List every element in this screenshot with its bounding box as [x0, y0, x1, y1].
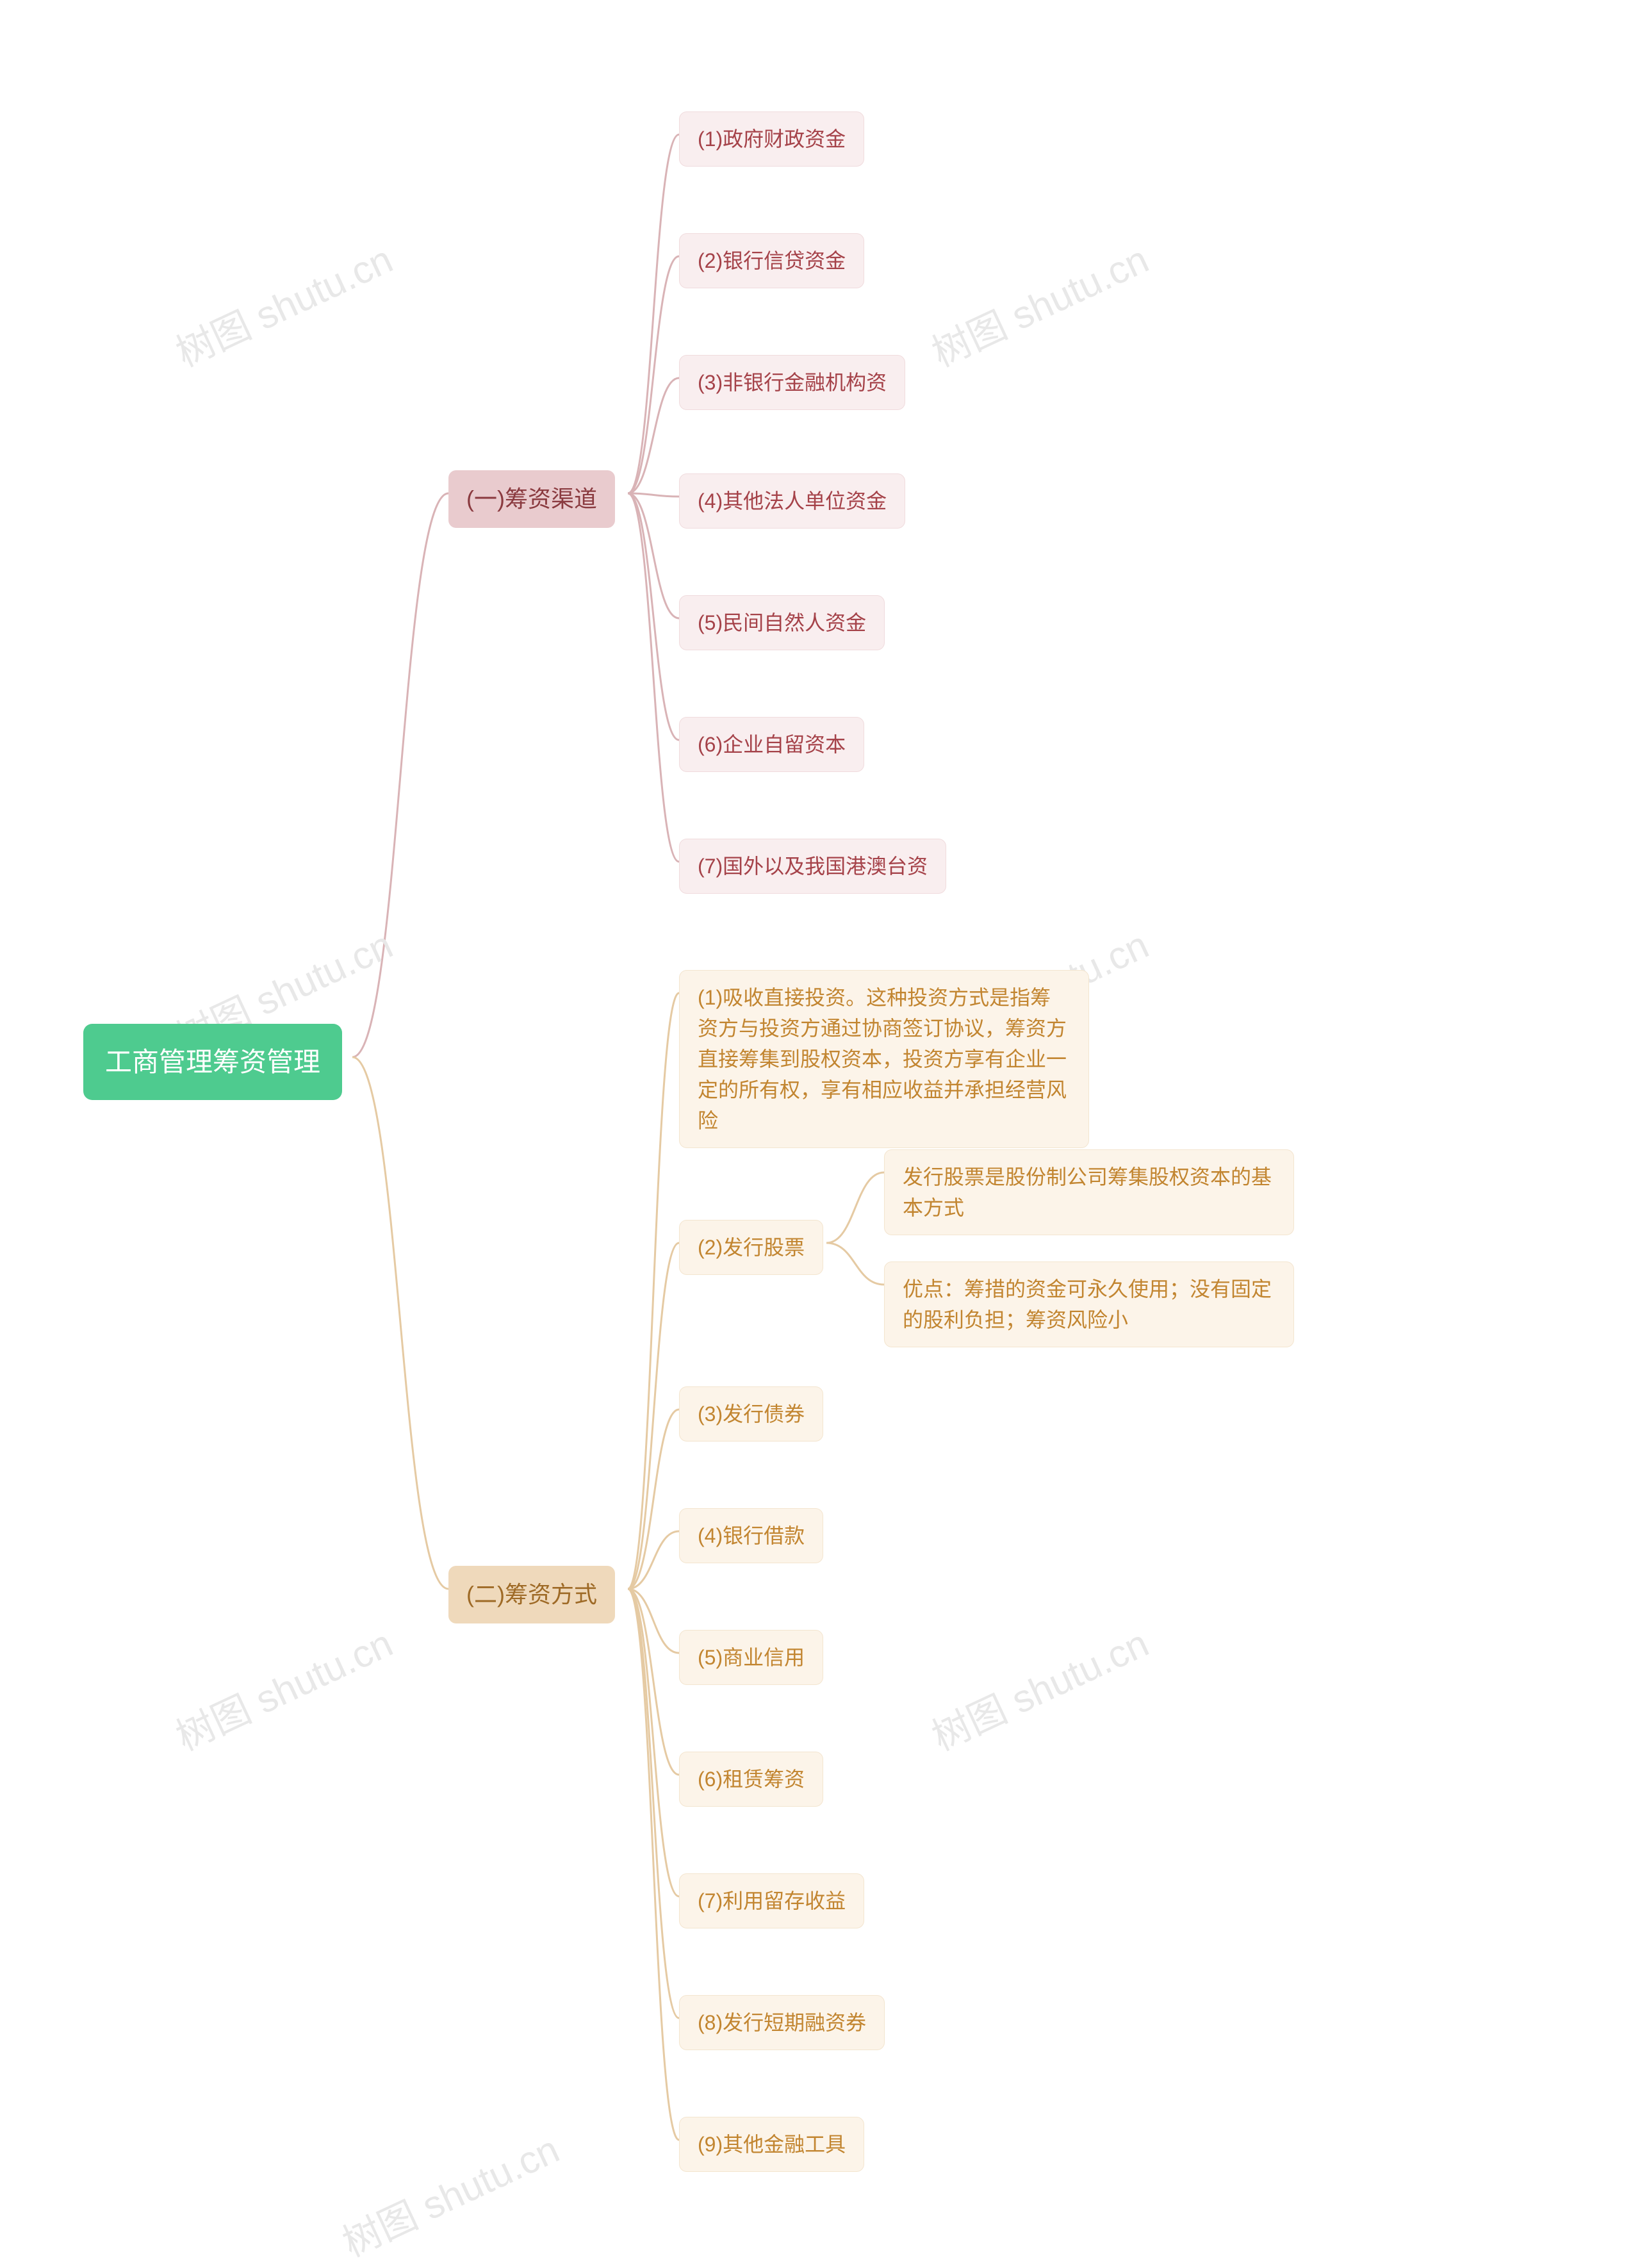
- leaf-methods-1-1[interactable]: 优点：筹措的资金可永久使用；没有固定的股利负担；筹资风险小: [884, 1261, 1294, 1347]
- leaf-channels-1[interactable]: (2)银行信贷资金: [679, 233, 864, 288]
- node-label: (5)商业信用: [698, 1646, 805, 1669]
- node-label: 优点：筹措的资金可永久使用；没有固定的股利负担；筹资风险小: [903, 1278, 1272, 1331]
- watermark: 树图 shutu.cn: [166, 1613, 400, 1761]
- node-label: (一)筹资渠道: [466, 486, 597, 512]
- branch-channels[interactable]: (一)筹资渠道: [448, 470, 615, 528]
- leaf-channels-5[interactable]: (6)企业自留资本: [679, 717, 864, 772]
- node-label: (3)发行债券: [698, 1402, 805, 1426]
- leaf-methods-5[interactable]: (6)租赁筹资: [679, 1752, 823, 1807]
- watermark: 树图 shutu.cn: [922, 229, 1156, 377]
- leaf-methods-8[interactable]: (9)其他金融工具: [679, 2117, 864, 2172]
- node-label: (4)银行借款: [698, 1524, 805, 1547]
- node-label: 发行股票是股份制公司筹集股权资本的基本方式: [903, 1165, 1272, 1219]
- watermark: 树图 shutu.cn: [922, 1613, 1156, 1761]
- branch-methods[interactable]: (二)筹资方式: [448, 1566, 615, 1623]
- watermark: 树图 shutu.cn: [332, 2119, 567, 2267]
- node-label: (7)利用留存收益: [698, 1889, 846, 1912]
- node-label: (2)银行信贷资金: [698, 249, 846, 272]
- leaf-channels-4[interactable]: (5)民间自然人资金: [679, 595, 885, 650]
- leaf-methods-4[interactable]: (5)商业信用: [679, 1630, 823, 1685]
- leaf-methods-6[interactable]: (7)利用留存收益: [679, 1873, 864, 1928]
- node-label: (4)其他法人单位资金: [698, 489, 887, 513]
- leaf-channels-6[interactable]: (7)国外以及我国港澳台资: [679, 839, 946, 894]
- leaf-channels-2[interactable]: (3)非银行金融机构资: [679, 355, 905, 410]
- root-node[interactable]: 工商管理筹资管理: [83, 1024, 342, 1100]
- node-label: (1)政府财政资金: [698, 127, 846, 151]
- leaf-methods-1[interactable]: (2)发行股票: [679, 1220, 823, 1275]
- node-label: (二)筹资方式: [466, 1581, 597, 1607]
- leaf-methods-0[interactable]: (1)吸收直接投资。这种投资方式是指筹资方与投资方通过协商签订协议，筹资方直接筹…: [679, 970, 1089, 1148]
- node-label: (1)吸收直接投资。这种投资方式是指筹资方与投资方通过协商签订协议，筹资方直接筹…: [698, 986, 1067, 1132]
- leaf-methods-7[interactable]: (8)发行短期融资券: [679, 1995, 885, 2050]
- node-label: (6)企业自留资本: [698, 733, 846, 756]
- node-label: (2)发行股票: [698, 1236, 805, 1259]
- leaf-channels-3[interactable]: (4)其他法人单位资金: [679, 473, 905, 529]
- leaf-methods-1-0[interactable]: 发行股票是股份制公司筹集股权资本的基本方式: [884, 1149, 1294, 1235]
- watermark: 树图 shutu.cn: [166, 229, 400, 377]
- leaf-methods-3[interactable]: (4)银行借款: [679, 1508, 823, 1563]
- node-label: (9)其他金融工具: [698, 2133, 846, 2156]
- node-label: (7)国外以及我国港澳台资: [698, 855, 928, 878]
- leaf-methods-2[interactable]: (3)发行债券: [679, 1386, 823, 1442]
- node-label: (5)民间自然人资金: [698, 611, 866, 634]
- node-label: 工商管理筹资管理: [105, 1047, 320, 1077]
- node-label: (3)非银行金融机构资: [698, 371, 887, 394]
- node-label: (6)租赁筹资: [698, 1768, 805, 1791]
- node-label: (8)发行短期融资券: [698, 2011, 866, 2034]
- leaf-channels-0[interactable]: (1)政府财政资金: [679, 111, 864, 167]
